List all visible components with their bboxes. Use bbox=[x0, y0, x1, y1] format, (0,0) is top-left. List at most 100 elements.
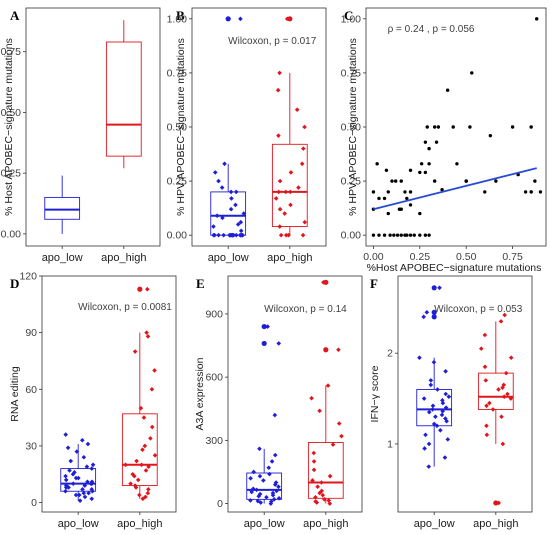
data-point bbox=[141, 415, 147, 420]
data-point bbox=[267, 471, 272, 477]
data-point bbox=[140, 447, 145, 452]
panel-letter: C bbox=[344, 8, 353, 23]
data-point bbox=[240, 232, 245, 238]
data-point bbox=[265, 324, 270, 329]
scatter-point bbox=[432, 179, 437, 183]
data-point bbox=[68, 458, 74, 464]
data-point bbox=[134, 458, 139, 464]
data-point bbox=[277, 206, 283, 212]
scatter-point bbox=[375, 162, 379, 166]
scatter-point bbox=[510, 125, 515, 129]
data-point bbox=[216, 178, 221, 184]
data-point bbox=[276, 189, 281, 195]
data-point bbox=[85, 441, 91, 447]
scatter-point bbox=[392, 233, 396, 237]
y-tick-label: 1.00 bbox=[167, 13, 188, 25]
data-point bbox=[478, 346, 484, 351]
scatter-point bbox=[523, 190, 528, 194]
data-point bbox=[235, 222, 241, 227]
data-point bbox=[135, 477, 141, 483]
y-tick-label: 0.50 bbox=[341, 122, 362, 134]
data-point bbox=[284, 16, 290, 22]
scatter-point bbox=[393, 179, 398, 183]
scatter-point bbox=[488, 133, 493, 138]
data-point bbox=[421, 314, 426, 320]
panel-a: A 0.00 0.25 0.50 0.75% Host APOBEC−signature… bbox=[1, 7, 161, 264]
box-apo_high bbox=[307, 279, 344, 506]
data-point bbox=[63, 473, 68, 479]
scatter-point bbox=[425, 125, 429, 129]
data-point bbox=[152, 453, 158, 458]
data-point bbox=[276, 496, 282, 501]
data-point bbox=[86, 490, 91, 496]
scatter-point bbox=[427, 146, 431, 151]
data-point bbox=[65, 445, 71, 451]
scatter-point bbox=[494, 179, 498, 183]
data-point bbox=[330, 442, 336, 447]
data-point bbox=[424, 310, 430, 315]
data-point bbox=[501, 382, 507, 388]
scatter-point bbox=[382, 196, 387, 201]
data-point bbox=[288, 202, 293, 208]
data-point bbox=[238, 228, 244, 234]
data-point bbox=[274, 488, 279, 494]
data-point bbox=[270, 490, 276, 496]
outlier-point bbox=[137, 286, 143, 292]
data-point bbox=[145, 286, 150, 292]
scatter-point bbox=[423, 233, 428, 237]
outlier-point bbox=[261, 323, 267, 330]
data-point bbox=[72, 470, 77, 475]
scatter-point bbox=[418, 233, 422, 237]
data-point bbox=[63, 477, 69, 483]
data-point bbox=[145, 490, 151, 496]
data-point bbox=[445, 437, 451, 442]
data-point bbox=[426, 409, 432, 415]
y-tick-label: 0.00 bbox=[341, 230, 362, 242]
data-point bbox=[269, 459, 275, 464]
data-point bbox=[326, 498, 331, 503]
data-point bbox=[77, 492, 82, 498]
x-axis-label: %Host APOBEC−signature mutations bbox=[367, 262, 542, 274]
x-tick-label: apo_low bbox=[58, 518, 99, 530]
data-point bbox=[137, 492, 142, 498]
data-point bbox=[426, 464, 432, 469]
plot-frame bbox=[41, 275, 177, 513]
y-tick-label: 0.00 bbox=[167, 230, 188, 242]
scatter-point bbox=[423, 170, 428, 175]
data-point bbox=[254, 487, 259, 493]
data-point bbox=[238, 16, 243, 22]
box-apo_high bbox=[121, 286, 158, 502]
data-point bbox=[501, 394, 507, 400]
data-point bbox=[446, 394, 452, 400]
scatter-point bbox=[418, 211, 422, 216]
data-point bbox=[490, 407, 496, 412]
x-tick-label: apo_low bbox=[208, 252, 249, 264]
data-point bbox=[234, 232, 239, 238]
data-point bbox=[139, 462, 144, 468]
box-body bbox=[210, 191, 247, 236]
data-point bbox=[276, 484, 281, 490]
scatter-point bbox=[427, 233, 431, 237]
y-axis-label: IFN−γ score bbox=[369, 365, 381, 422]
outlier-point bbox=[261, 340, 267, 347]
regression-line bbox=[373, 167, 537, 211]
data-point bbox=[251, 469, 256, 475]
data-point bbox=[250, 486, 256, 492]
data-point bbox=[430, 403, 436, 409]
y-tick-label: 600 bbox=[205, 372, 223, 384]
scatter-point bbox=[377, 196, 381, 201]
panel-b: B 0.00 0.25 0.50 0.75 1.00 % HPV APOBEC−signat… bbox=[167, 7, 327, 264]
data-point bbox=[302, 124, 307, 130]
scatter-point bbox=[390, 179, 394, 183]
box-apo_low bbox=[416, 285, 453, 469]
scatter-point bbox=[468, 125, 472, 129]
scatter-point bbox=[423, 140, 428, 144]
box-apo_high bbox=[271, 16, 308, 238]
data-point bbox=[257, 473, 263, 479]
panel-letter: A bbox=[10, 8, 20, 23]
data-point bbox=[428, 382, 434, 388]
y-tick-label: 0.75 bbox=[341, 67, 362, 79]
data-point bbox=[484, 403, 489, 409]
data-point bbox=[500, 441, 506, 447]
data-point bbox=[77, 498, 83, 503]
